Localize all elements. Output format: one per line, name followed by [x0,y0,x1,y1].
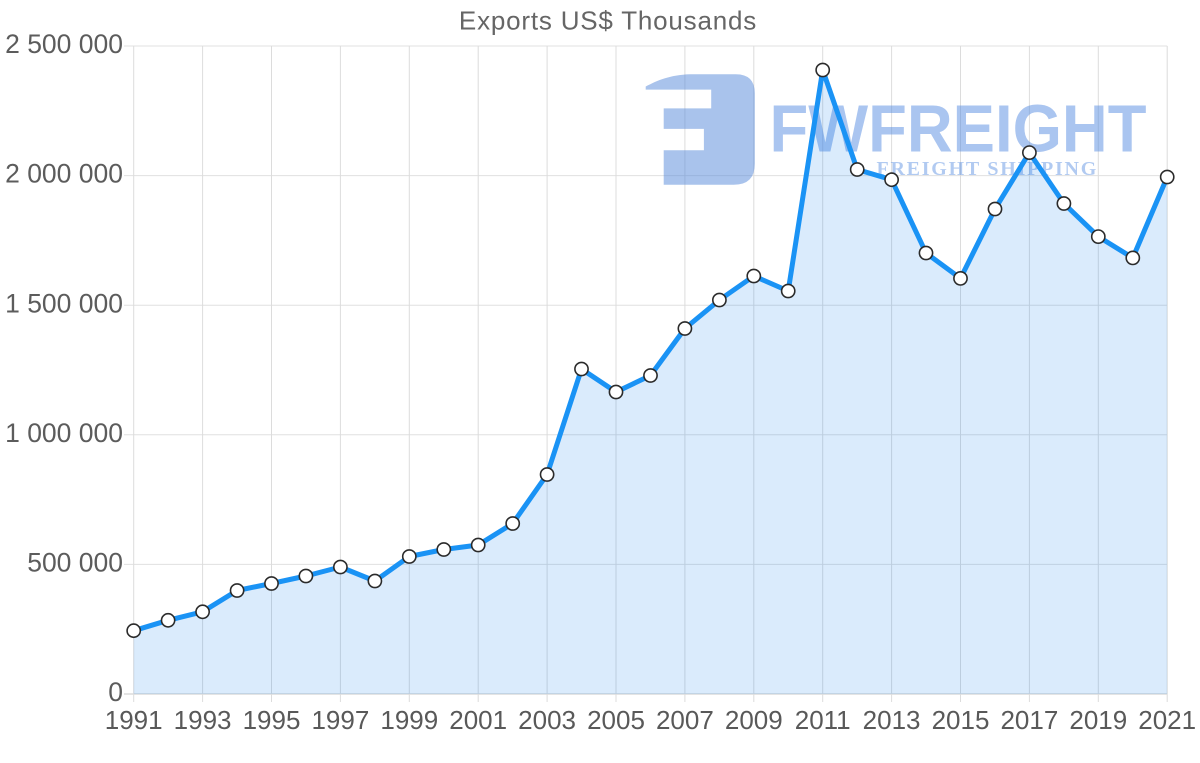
svg-text:2019: 2019 [1069,705,1127,735]
svg-text:1 000 000: 1 000 000 [5,418,123,448]
svg-text:1997: 1997 [311,705,369,735]
svg-text:1 500 000: 1 500 000 [5,288,123,318]
svg-text:1999: 1999 [380,705,438,735]
svg-text:2007: 2007 [656,705,714,735]
svg-text:2017: 2017 [1000,705,1058,735]
svg-text:1991: 1991 [105,705,163,735]
svg-text:1993: 1993 [174,705,232,735]
svg-text:2013: 2013 [863,705,921,735]
svg-text:2001: 2001 [449,705,507,735]
svg-text:FREIGHT SHIPPING: FREIGHT SHIPPING [877,158,1099,180]
svg-text:2 000 000: 2 000 000 [5,159,123,189]
svg-text:2 500 000: 2 500 000 [5,29,123,59]
svg-text:2015: 2015 [932,705,990,735]
svg-text:2009: 2009 [725,705,783,735]
svg-text:0: 0 [108,677,123,707]
svg-text:500 000: 500 000 [27,548,123,578]
svg-text:1995: 1995 [243,705,301,735]
svg-text:2003: 2003 [518,705,576,735]
svg-text:2011: 2011 [795,705,851,735]
svg-text:2021: 2021 [1138,705,1196,735]
svg-text:2005: 2005 [587,705,645,735]
svg-text:Exports US$ Thousands: Exports US$ Thousands [459,5,757,35]
